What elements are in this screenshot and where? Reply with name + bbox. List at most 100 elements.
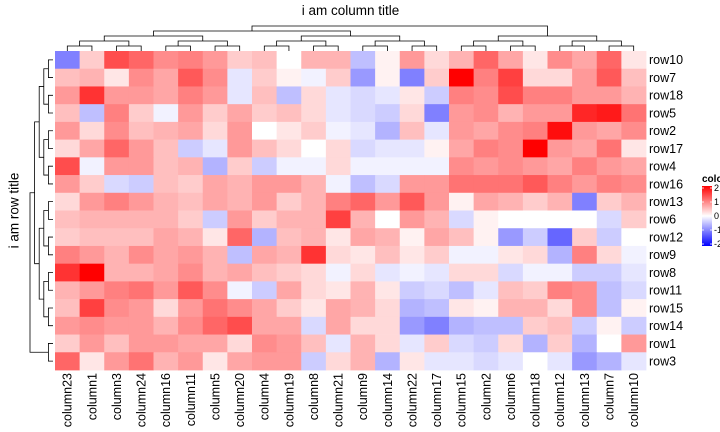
- heatmap-cell: [128, 68, 154, 87]
- dendrogram-branch: [153, 30, 351, 36]
- heatmap-cell: [55, 334, 81, 353]
- heatmap-cell: [498, 281, 524, 300]
- heatmap-cell: [276, 86, 302, 105]
- heatmap-cell: [572, 245, 598, 265]
- heatmap-cell: [522, 334, 548, 353]
- heatmap-cell: [79, 210, 105, 229]
- heatmap-cell: [55, 157, 81, 176]
- heatmap-cell: [498, 104, 524, 123]
- heatmap-cell: [424, 299, 450, 318]
- heatmap-body: [55, 51, 647, 371]
- dendrogram-branch: [177, 40, 228, 46]
- heatmap-cell: [202, 51, 228, 70]
- heatmap-cell: [473, 263, 499, 282]
- column-label: column7: [602, 373, 616, 420]
- heatmap-cell: [498, 263, 524, 282]
- heatmap-cell: [301, 316, 327, 335]
- heatmap-cell: [55, 281, 81, 300]
- heatmap-cell: [252, 192, 278, 211]
- dendrogram-branch: [313, 45, 339, 51]
- heatmap-cell: [79, 281, 105, 300]
- heatmap-cell: [202, 299, 228, 318]
- heatmap-cell: [153, 175, 179, 194]
- heatmap-cell: [350, 299, 376, 318]
- legend-color-bar: [702, 186, 712, 246]
- heatmap-cell: [128, 316, 154, 335]
- heatmap-cell: [301, 281, 327, 300]
- dendrogram-branch: [362, 45, 388, 51]
- heatmap-cell: [522, 175, 548, 194]
- heatmap-cell: [621, 245, 647, 265]
- dendrogram-branch: [103, 35, 204, 41]
- heatmap-cell: [424, 175, 450, 194]
- heatmap-cell: [153, 352, 179, 371]
- heatmap-cell: [252, 104, 278, 123]
- heatmap-cell: [79, 121, 105, 141]
- heatmap-cell: [399, 68, 425, 87]
- heatmap-cell: [350, 121, 376, 141]
- heatmap-cell: [252, 245, 278, 265]
- heatmap-cell: [621, 86, 647, 105]
- heatmap-cell: [522, 281, 548, 300]
- heatmap-cell: [79, 175, 105, 194]
- heatmap-cell: [572, 299, 598, 318]
- column-title: i am column title: [302, 3, 400, 18]
- dendrogram-branch: [48, 94, 53, 114]
- heatmap-cell: [596, 245, 622, 265]
- heatmap-cell: [473, 139, 499, 158]
- column-label: column9: [356, 373, 370, 420]
- heatmap-cell: [104, 299, 130, 318]
- heatmap-cell: [473, 175, 499, 194]
- heatmap-cell: [473, 51, 499, 70]
- column-label: column10: [627, 373, 641, 427]
- heatmap-cell: [596, 228, 622, 247]
- legend-tick-label: 1: [714, 197, 719, 207]
- row-title: i am row title: [7, 173, 22, 249]
- heatmap-cell: [79, 68, 105, 87]
- heatmap-cell: [473, 86, 499, 105]
- heatmap-cell: [572, 104, 598, 123]
- heatmap-cell: [202, 121, 228, 141]
- heatmap-cell: [227, 86, 253, 105]
- heatmap-cell: [301, 299, 327, 318]
- dendrogram-branch: [165, 45, 191, 51]
- heatmap-cell: [399, 104, 425, 123]
- heatmap-cell: [276, 157, 302, 176]
- column-label: column13: [578, 373, 592, 427]
- heatmap-cell: [572, 51, 598, 70]
- color-legend: color 2 1 0 -1 -2: [702, 174, 720, 249]
- heatmap-cell: [153, 316, 179, 335]
- heatmap-cell: [350, 175, 376, 194]
- heatmap-cell: [325, 68, 351, 87]
- heatmap-cell: [375, 157, 401, 176]
- heatmap-cell: [375, 228, 401, 247]
- heatmap-cell: [596, 352, 622, 371]
- heatmap-cell: [522, 245, 548, 265]
- heatmap-cell: [104, 139, 130, 158]
- dendrogram-branch: [473, 40, 524, 46]
- heatmap-cell: [325, 104, 351, 123]
- heatmap-cell: [276, 228, 302, 247]
- column-label: column11: [184, 373, 198, 426]
- heatmap-cell: [424, 281, 450, 300]
- heatmap-cell: [375, 299, 401, 318]
- dendrogram-branch: [38, 227, 44, 300]
- dendrogram-branch: [48, 130, 53, 149]
- legend-tick-label: 2: [714, 183, 719, 193]
- heatmap-cell: [325, 139, 351, 158]
- heatmap-cell: [621, 51, 647, 70]
- heatmap-cell: [128, 299, 154, 318]
- heatmap-cell: [350, 104, 376, 123]
- heatmap-cell: [252, 263, 278, 282]
- heatmap-cell: [276, 299, 302, 318]
- heatmap-cell: [596, 68, 622, 87]
- heatmap-cell: [547, 334, 573, 353]
- heatmap-cell: [399, 210, 425, 229]
- heatmap-cell: [252, 316, 278, 335]
- heatmap-cell: [55, 299, 81, 318]
- heatmap-cell: [55, 228, 81, 247]
- heatmap-cell: [424, 121, 450, 141]
- row-label: row2: [649, 124, 676, 138]
- heatmap-cell: [79, 299, 105, 318]
